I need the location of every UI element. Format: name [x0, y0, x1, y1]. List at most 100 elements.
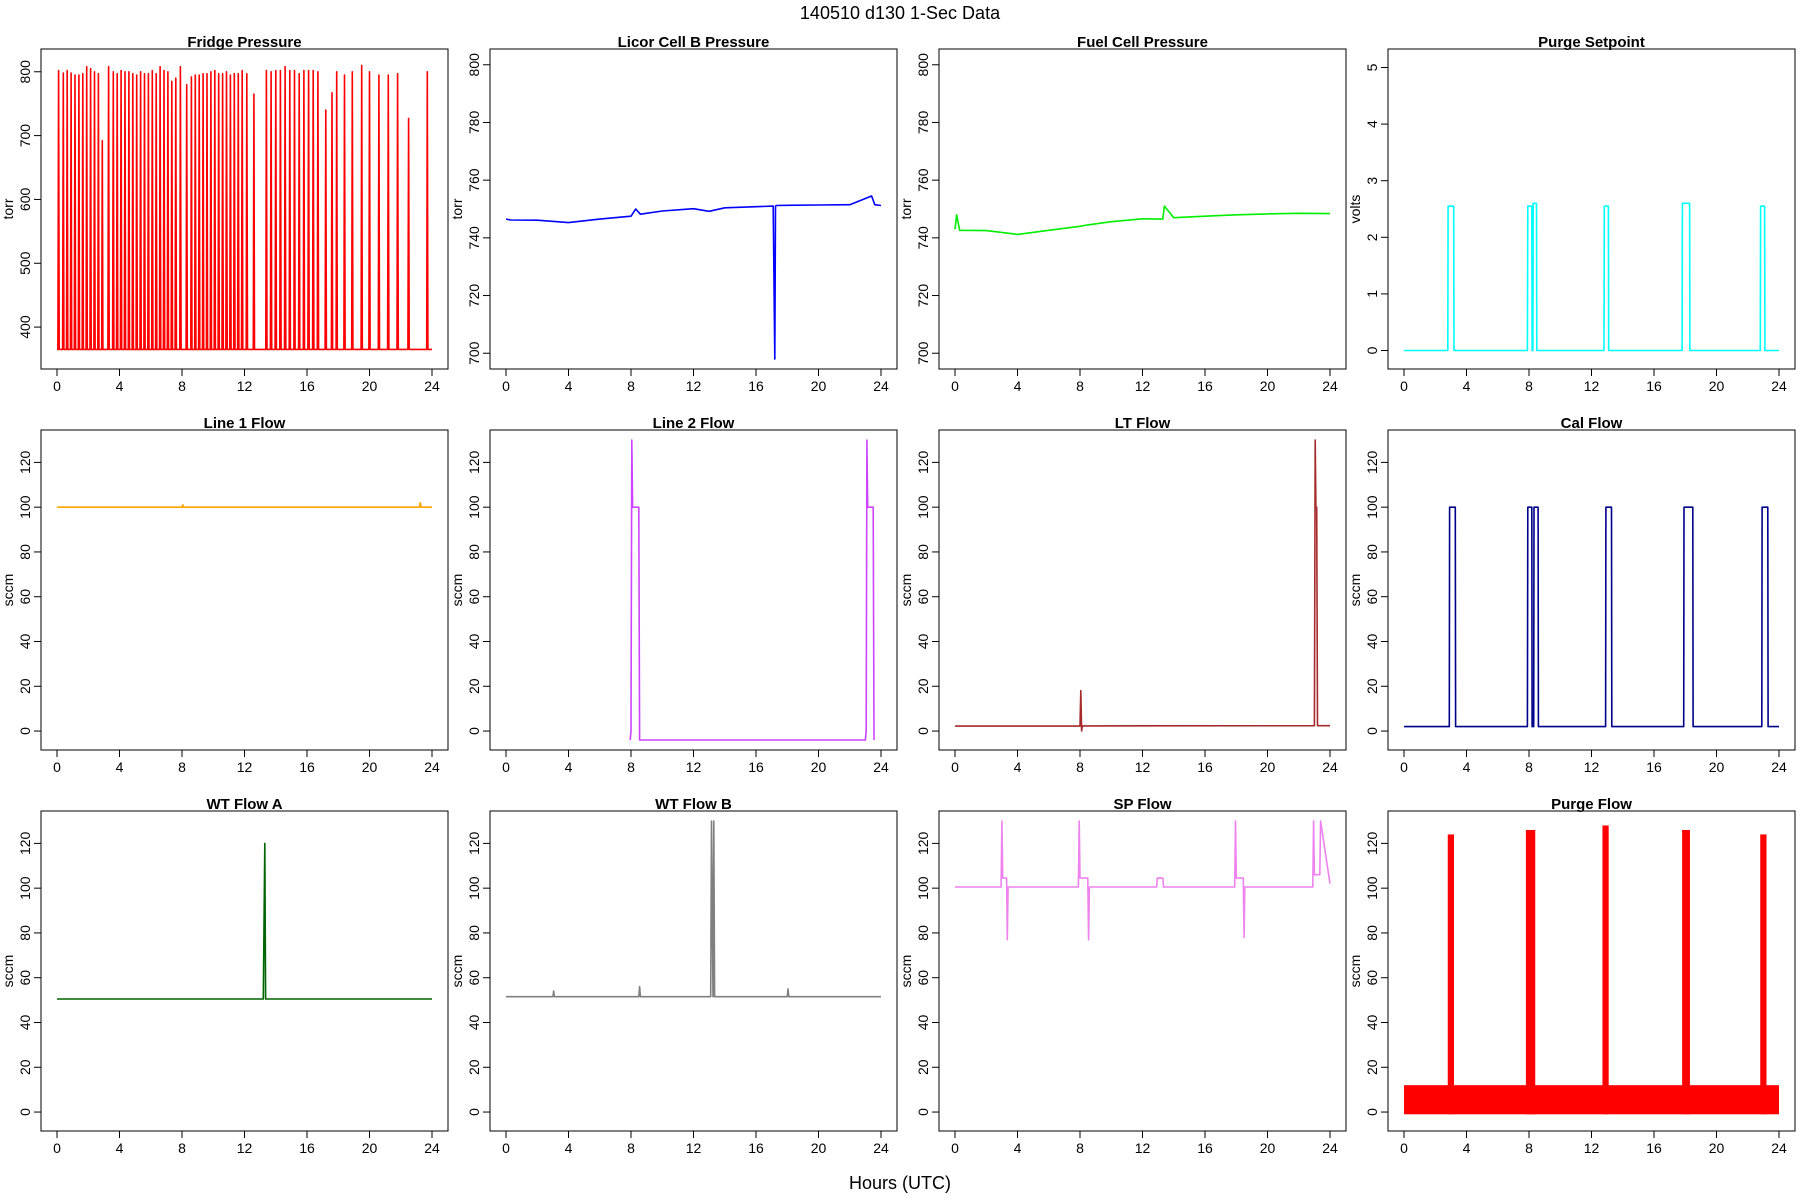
x-tick-label: 0 [53, 378, 61, 394]
y-tick-label: 0 [915, 727, 931, 735]
y-tick-label: 80 [915, 544, 931, 560]
y-tick-label: 760 [915, 168, 931, 192]
x-tick-label: 20 [811, 1140, 827, 1156]
y-tick-label: 780 [466, 111, 482, 135]
y-axis-label: sccm [449, 955, 465, 988]
y-tick-label: 800 [915, 53, 931, 77]
x-tick-label: 12 [1584, 759, 1600, 775]
x-tick-label: 12 [1135, 759, 1151, 775]
series-group [1404, 506, 1779, 728]
series-group [954, 205, 1331, 236]
y-tick-label: 740 [466, 226, 482, 250]
panel-title: Purge Setpoint [1538, 34, 1645, 51]
y-tick-label: 80 [17, 925, 33, 941]
x-tick-label: 8 [178, 378, 186, 394]
y-tick-label: 100 [466, 876, 482, 900]
x-tick-label: 4 [116, 378, 124, 394]
x-tick-label: 12 [1584, 1140, 1600, 1156]
y-tick-label: 40 [466, 1014, 482, 1030]
y-tick-label: 60 [1364, 589, 1380, 605]
panel-line-2-flow: Line 2 Flow sccm 0 20 40 60 80 100 120 0 4 8 12 16 20 2… [449, 415, 898, 775]
x-tick-label: 4 [1463, 1140, 1471, 1156]
panel-title: Licor Cell B Pressure [618, 34, 770, 51]
x-tick-label: 8 [178, 1140, 186, 1156]
x-tick-label: 20 [811, 378, 827, 394]
x-tick-label: 4 [1463, 759, 1471, 775]
x-tick-label: 8 [1525, 759, 1533, 775]
y-tick-label: 500 [17, 251, 33, 275]
y-axis-label: sccm [449, 574, 465, 607]
y-tick-label: 3 [1364, 177, 1380, 185]
series-pulse [1760, 834, 1767, 1115]
plot-frame [489, 810, 898, 1132]
y-tick-label: 0 [17, 1108, 33, 1116]
x-tick-label: 24 [1322, 378, 1338, 394]
x-tick-label: 24 [1771, 378, 1787, 394]
series-pulse [1447, 834, 1454, 1115]
panel-title: WT Flow A [206, 796, 282, 813]
x-tick-label: 16 [1646, 759, 1662, 775]
y-tick-label: 780 [915, 111, 931, 135]
series-group [506, 820, 881, 998]
series-group [57, 64, 432, 351]
y-axis-label: sccm [0, 955, 16, 988]
x-tick-label: 12 [686, 378, 702, 394]
y-tick-label: 720 [466, 284, 482, 308]
x-tick-label: 0 [53, 1140, 61, 1156]
y-tick-label: 20 [466, 678, 482, 694]
y-tick-label: 600 [17, 188, 33, 212]
x-tick-label: 8 [627, 759, 635, 775]
x-tick-label: 4 [1014, 1140, 1022, 1156]
series-pulse [1525, 829, 1536, 1115]
panel-line-1-flow: Line 1 Flow sccm 0 20 40 60 80 100 120 0 4 8 12 16 20 2… [0, 415, 449, 775]
y-tick-label: 100 [1364, 495, 1380, 519]
x-tick-label: 16 [748, 1140, 764, 1156]
x-tick-label: 4 [565, 759, 573, 775]
x-tick-label: 12 [1584, 378, 1600, 394]
x-tick-label: 20 [1709, 1140, 1725, 1156]
x-tick-label: 0 [502, 1140, 510, 1156]
series-line [955, 439, 1330, 732]
x-tick-label: 8 [1076, 759, 1084, 775]
x-tick-label: 20 [1260, 378, 1276, 394]
x-tick-label: 0 [951, 759, 959, 775]
y-tick-label: 760 [466, 168, 482, 192]
x-tick-label: 24 [424, 759, 440, 775]
x-tick-label: 12 [1135, 378, 1151, 394]
y-tick-label: 60 [17, 970, 33, 986]
panel-fridge-pressure: Fridge Pressure torr 400 500 600 700 800 0 4 8 12 1… [0, 34, 449, 394]
panel-wt-flow-b: WT Flow B sccm 0 20 40 60 80 100 120 0 4 8 12 16 20 24 [449, 796, 898, 1156]
y-tick-label: 800 [466, 53, 482, 77]
y-tick-label: 20 [915, 1059, 931, 1075]
y-tick-label: 5 [1364, 63, 1380, 71]
x-tick-label: 16 [299, 759, 315, 775]
panel-title: WT Flow B [655, 796, 732, 813]
y-tick-label: 20 [17, 678, 33, 694]
y-tick-label: 60 [1364, 970, 1380, 986]
x-tick-label: 8 [178, 759, 186, 775]
y-tick-label: 100 [466, 495, 482, 519]
y-tick-label: 80 [1364, 925, 1380, 941]
x-tick-label: 12 [1135, 1140, 1151, 1156]
panel-lt-flow: LT Flow sccm 0 20 40 60 80 100 120 0 4 8 12 16 20 24 [898, 415, 1347, 775]
y-tick-label: 0 [1364, 727, 1380, 735]
y-tick-label: 20 [466, 1059, 482, 1075]
x-tick-label: 0 [951, 1140, 959, 1156]
x-tick-label: 20 [811, 759, 827, 775]
x-tick-label: 20 [1709, 378, 1725, 394]
series-group [57, 842, 432, 1000]
x-tick-label: 4 [1014, 759, 1022, 775]
y-tick-label: 120 [915, 831, 931, 855]
y-axis-label: sccm [898, 574, 914, 607]
plot-frame [938, 810, 1347, 1132]
x-tick-label: 16 [748, 759, 764, 775]
x-tick-label: 24 [873, 378, 889, 394]
x-tick-label: 4 [1014, 378, 1022, 394]
x-tick-label: 4 [1463, 378, 1471, 394]
x-tick-label: 12 [237, 378, 253, 394]
x-tick-label: 12 [237, 759, 253, 775]
x-tick-label: 0 [1400, 1140, 1408, 1156]
plot-frame [40, 429, 449, 751]
series-line [505, 195, 882, 360]
